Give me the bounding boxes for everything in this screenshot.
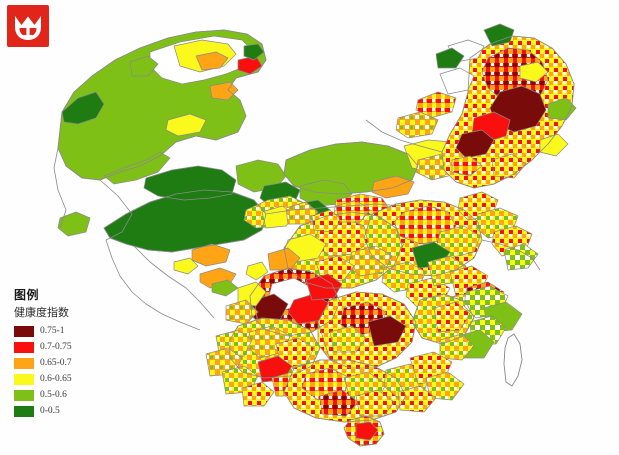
legend-item: 0-0.5 <box>14 404 132 418</box>
legend-item-label: 0.6-0.65 <box>40 374 72 384</box>
legend-swatch <box>14 389 34 401</box>
legend-item-label: 0.5-0.6 <box>40 390 67 400</box>
legend-item: 0.7-0.75 <box>14 340 132 354</box>
legend-item: 0.65-0.7 <box>14 356 132 370</box>
legend-item: 0.75-1 <box>14 324 132 338</box>
legend-swatch <box>14 357 34 369</box>
legend: 图例 健康度指数 0.75-1 0.7-0.75 0.65-0.7 0.6-0.… <box>14 288 132 420</box>
legend-swatch <box>14 405 34 417</box>
legend-subtitle: 健康度指数 <box>14 307 69 319</box>
legend-item-label: 0.75-1 <box>40 326 65 336</box>
legend-swatch <box>14 341 34 353</box>
legend-item: 0.6-0.65 <box>14 372 132 386</box>
legend-item-label: 0-0.5 <box>40 406 60 416</box>
legend-swatch <box>14 373 34 385</box>
legend-item-label: 0.7-0.75 <box>40 342 72 352</box>
brand-logo-mark-icon <box>15 16 41 40</box>
brand-logo <box>7 5 49 47</box>
legend-item-label: 0.65-0.7 <box>40 358 72 368</box>
legend-title: 图例 <box>14 288 40 302</box>
legend-item: 0.5-0.6 <box>14 388 132 402</box>
legend-swatch <box>14 325 34 337</box>
